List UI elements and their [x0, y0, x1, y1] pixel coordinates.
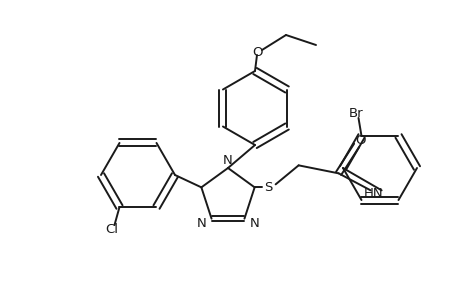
- Text: S: S: [264, 181, 272, 194]
- Text: HN: HN: [363, 187, 383, 200]
- Text: N: N: [249, 217, 259, 230]
- Text: N: N: [196, 217, 206, 230]
- Text: O: O: [355, 134, 365, 147]
- Text: N: N: [223, 154, 232, 166]
- Text: Cl: Cl: [105, 223, 118, 236]
- Text: Br: Br: [348, 107, 363, 121]
- Text: O: O: [252, 46, 263, 59]
